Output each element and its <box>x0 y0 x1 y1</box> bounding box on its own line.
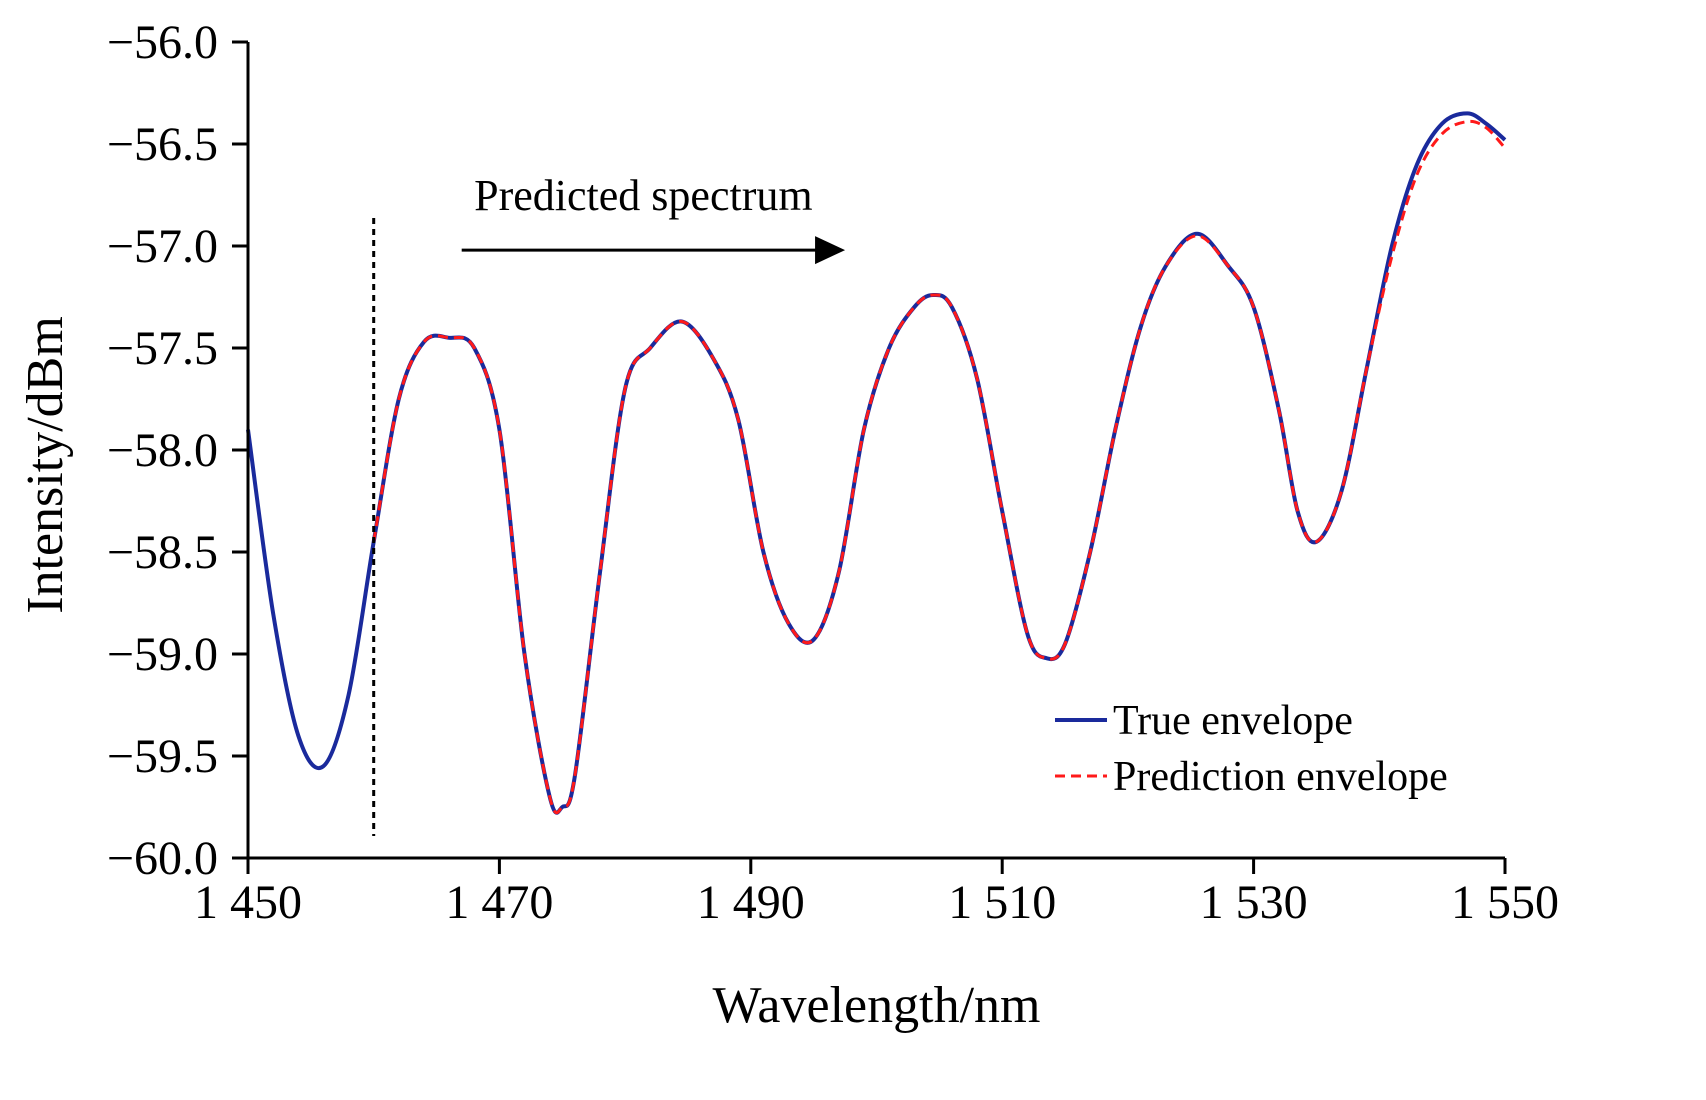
x-tick-label: 1 550 <box>1451 876 1559 929</box>
x-tick-label: 1 450 <box>194 876 302 929</box>
legend-label: True envelope <box>1113 698 1353 744</box>
legend: True envelope Prediction envelope <box>1055 698 1448 800</box>
x-axis-title: Wavelength/nm <box>713 977 1041 1034</box>
arrow-head <box>815 236 846 265</box>
x-tick-label: 1 530 <box>1200 876 1308 929</box>
x-tick-label: 1 490 <box>697 876 805 929</box>
x-tick-label: 1 510 <box>948 876 1056 929</box>
y-tick-label: −59.0 <box>107 628 218 681</box>
y-tick-label: −56.0 <box>107 16 218 69</box>
predicted-spectrum-label: Predicted spectrum <box>474 171 812 220</box>
y-tick-label: −60.0 <box>107 832 218 885</box>
y-axis-title: Intensity/dBm <box>17 316 74 614</box>
x-tick-label: 1 470 <box>445 876 553 929</box>
y-tick-label: −58.5 <box>107 526 218 579</box>
y-tick-label: −59.5 <box>107 730 218 783</box>
y-tick-label: −58.0 <box>107 424 218 477</box>
y-tick-label: −57.0 <box>107 220 218 273</box>
y-tick-label: −57.5 <box>107 322 218 375</box>
axes: −56.0 −56.5 −57.0 −57.5 −58.0 −58.5 −59.0 −59.5… <box>107 16 1559 929</box>
series-line-prediction-envelope <box>372 119 1507 815</box>
series-line-true-envelope <box>246 111 1507 815</box>
annotation-layer: Predicted spectrum <box>372 171 846 836</box>
y-tick-label: −56.5 <box>107 118 218 171</box>
plot-series <box>246 111 1507 815</box>
legend-label: Prediction envelope <box>1113 754 1448 800</box>
